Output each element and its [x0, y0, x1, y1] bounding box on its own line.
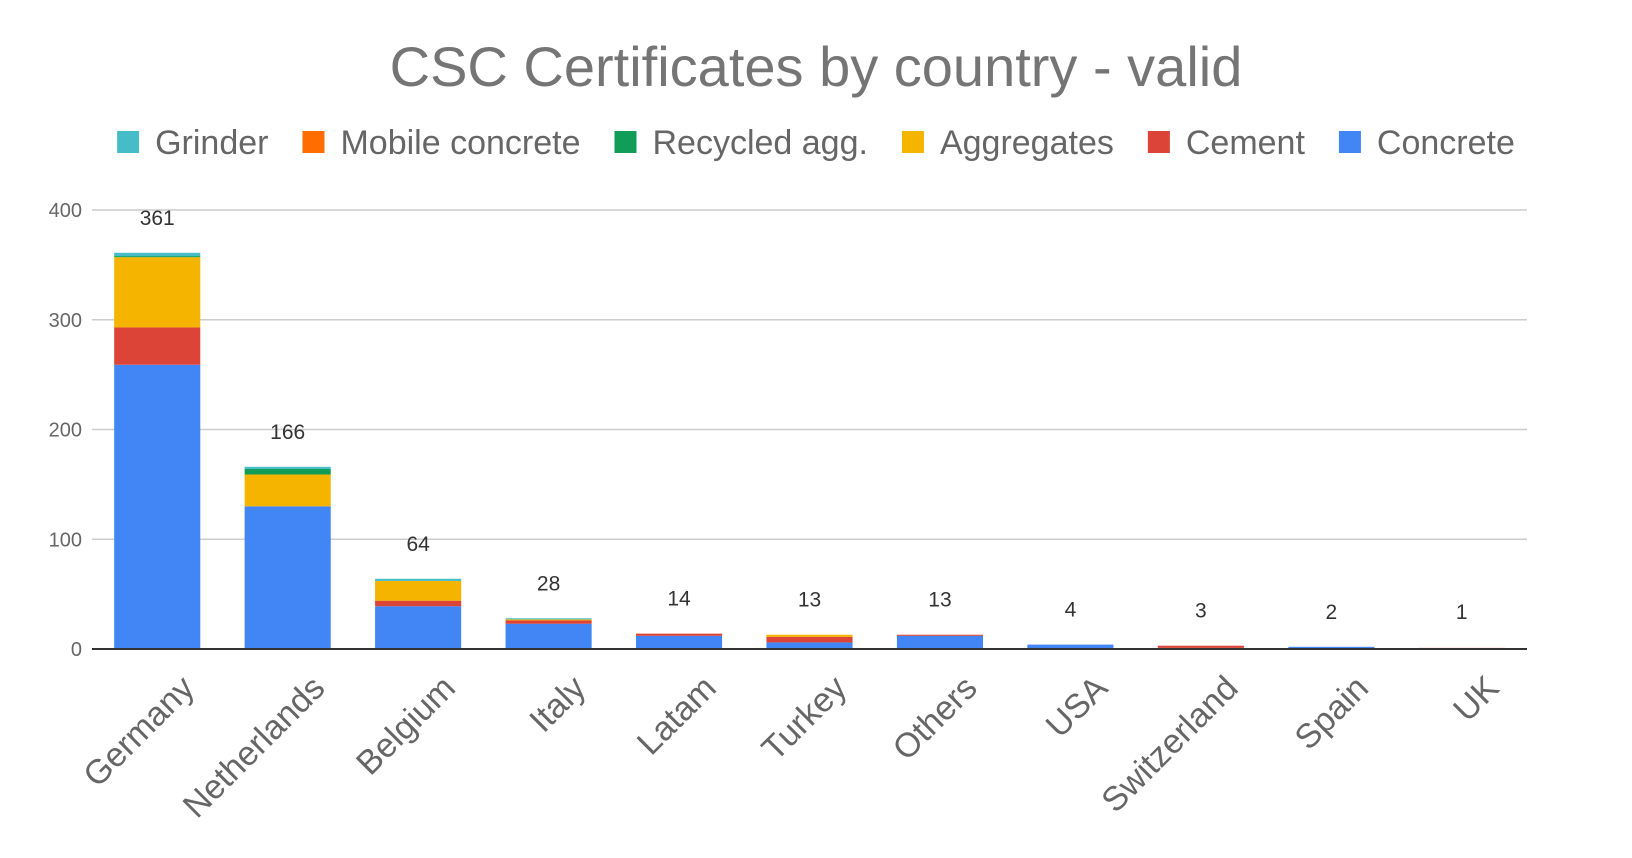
x-tick-label-italy: Italy: [522, 669, 593, 740]
legend-swatch: [302, 131, 325, 153]
legend-item-mobile-concrete: Mobile concrete: [302, 124, 580, 162]
y-tick-label: 0: [71, 639, 82, 661]
total-label-germany: 361: [140, 207, 175, 230]
total-label-spain: 2: [1325, 601, 1337, 624]
bar-segment-aggregates-italy: [505, 619, 592, 621]
x-tick-label-uk: UK: [1446, 669, 1506, 729]
bar-segment-concrete-belgium: [375, 606, 462, 649]
bar-segment-cement-latam: [635, 633, 723, 636]
x-tick-label-latam: Latam: [630, 669, 724, 763]
bar-segment-concrete-turkey: [766, 642, 853, 649]
x-tick-label-netherlands: Netherlands: [176, 669, 333, 826]
legend-item-grinder: Grinder: [117, 124, 268, 162]
bar-segment-grinder-netherlands: [244, 466, 331, 470]
bar-segment-grinder-belgium: [375, 578, 462, 581]
total-label-usa: 4: [1065, 599, 1077, 622]
bar-segment-concrete-germany: [114, 364, 201, 649]
x-tick-label-others: Others: [886, 669, 985, 768]
legend-swatch: [117, 131, 140, 153]
legend-swatch: [1147, 131, 1170, 153]
x-tick-label-germany: Germany: [76, 669, 202, 795]
legend-item-concrete: Concrete: [1338, 124, 1515, 162]
total-label-uk: 1: [1456, 601, 1468, 624]
legend-label: Aggregates: [940, 124, 1114, 162]
total-label-others: 13: [928, 589, 951, 612]
legend-item-recycled-agg: Recycled agg.: [614, 124, 868, 162]
bar-segment-concrete-spain: [1288, 646, 1375, 649]
bar-layer: [114, 252, 1505, 649]
total-label-italy: 28: [537, 572, 560, 595]
total-label-latam: 14: [667, 588, 691, 611]
legend-item-aggregates: Aggregates: [901, 124, 1114, 162]
x-tick-label-turkey: Turkey: [755, 669, 854, 768]
bar-segment-cement-germany: [114, 327, 201, 365]
legend-swatch: [901, 131, 924, 153]
bar-segment-cement-turkey: [766, 636, 853, 643]
bar-segment-cement-others: [896, 634, 984, 636]
legend-layer: Grinder Mobile concrete Recycled agg. Aggre…: [117, 124, 1515, 162]
chart-title: CSC Certificates by country - valid: [389, 35, 1243, 98]
bar-segment-cement-belgium: [375, 600, 462, 607]
y-tick-label: 100: [49, 529, 82, 551]
y-tick-label: 400: [49, 200, 82, 222]
legend-swatch: [1338, 131, 1361, 153]
legend-item-cement: Cement: [1147, 124, 1306, 162]
bar-segment-concrete-latam: [635, 635, 723, 649]
legend-label: Mobile concrete: [340, 124, 580, 162]
legend-label: Recycled agg.: [652, 124, 867, 162]
total-label-belgium: 64: [406, 533, 430, 556]
bar-segment-aggregates-netherlands: [244, 474, 331, 507]
bar-segment-cement-italy: [505, 620, 592, 624]
bar-segment-grinder-germany: [114, 252, 201, 257]
label-layer: 361 166 64 28 14 13 13 4 3 2 1: [140, 207, 1468, 624]
legend-label: Cement: [1186, 124, 1306, 162]
y-tick-label: 200: [49, 420, 82, 442]
legend-label: Grinder: [155, 124, 268, 162]
x-tick-label-usa: USA: [1039, 669, 1116, 746]
bar-segment-concrete-italy: [505, 623, 592, 649]
total-label-netherlands: 166: [270, 421, 305, 444]
legend-label: Concrete: [1377, 124, 1515, 162]
bar-segment-aggregates-turkey: [766, 634, 853, 637]
x-tick-label-switzerland: Switzerland: [1094, 669, 1245, 820]
total-label-switzerland: 3: [1195, 600, 1207, 623]
bar-segment-recycled-agg-netherlands: [244, 469, 331, 475]
bar-segment-grinder-italy: [505, 618, 592, 620]
bar-segment-concrete-usa: [1027, 644, 1114, 649]
x-tick-label-belgium: Belgium: [349, 669, 463, 783]
bar-segment-concrete-others: [896, 635, 984, 649]
y-tick-label: 300: [49, 310, 82, 332]
bar-segment-aggregates-germany: [114, 257, 201, 328]
x-tick-label-spain: Spain: [1288, 669, 1376, 757]
bar-segment-recycled-agg-germany: [114, 256, 201, 258]
total-label-turkey: 13: [798, 589, 821, 612]
legend-swatch: [614, 131, 637, 153]
grid-layer: [92, 209, 1527, 540]
bar-segment-aggregates-belgium: [375, 580, 462, 601]
bar-segment-cement-switzerland: [1157, 645, 1244, 648]
bar-segment-concrete-netherlands: [244, 506, 331, 649]
